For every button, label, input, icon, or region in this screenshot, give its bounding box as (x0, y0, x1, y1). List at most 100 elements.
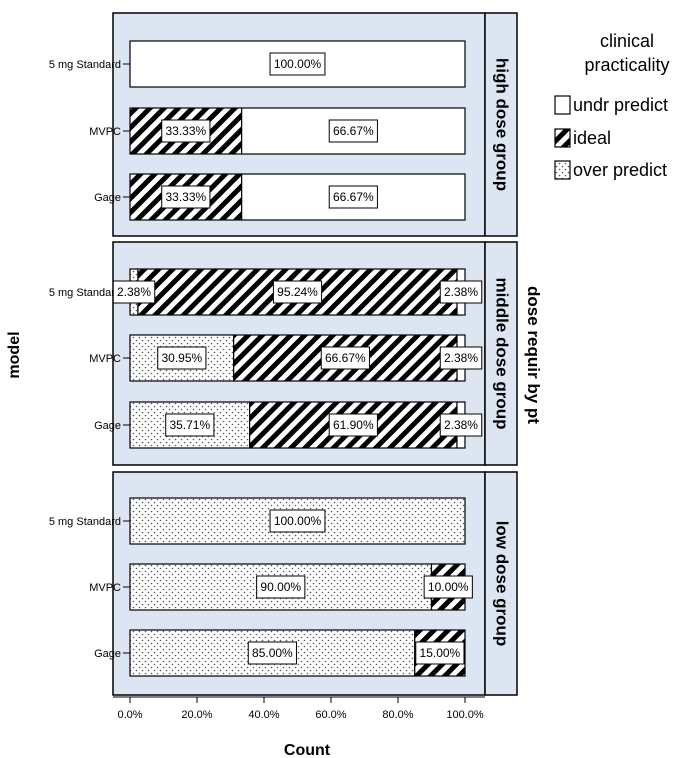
legend-title-line1: clinical (600, 31, 654, 51)
data-label-text: 66.67% (333, 190, 374, 204)
data-label-box (161, 119, 211, 143)
x-axis-title: Count (284, 742, 331, 758)
category-label: 5 mg Standard (49, 59, 121, 71)
legend-swatch (554, 95, 571, 115)
legend-title-line2: practicality (584, 55, 669, 75)
x-tick-label: 60.0% (315, 709, 346, 721)
data-label: 100.00% (269, 509, 326, 533)
category-label: Gage (94, 192, 121, 204)
data-label-text: 10.00% (428, 580, 469, 594)
data-label-box (157, 346, 207, 370)
data-label: 100.00% (269, 52, 326, 76)
x-tick-label: 0.0% (117, 709, 142, 721)
category-label: MVPC (89, 126, 121, 138)
panels-layer: high dose group 5 mg Standard 100.00% MVPC 3… (49, 12, 518, 696)
data-label-text: 2.38% (444, 285, 478, 299)
x-tick-label: 80.0% (382, 709, 413, 721)
facet-label: dose requir by pt (524, 286, 543, 424)
data-label-box (112, 280, 156, 304)
data-label: 2.38% (112, 280, 156, 304)
data-label-box (423, 575, 473, 599)
data-label: 35.71% (165, 413, 215, 437)
legend-label: undr predict (573, 95, 668, 115)
legend-item-over: over predict (554, 160, 667, 180)
data-label-box (439, 280, 483, 304)
data-label-text: 2.38% (117, 285, 151, 299)
data-label-box (269, 509, 326, 533)
category-label: 5 mg Standard (49, 287, 121, 299)
legend-label: over predict (573, 160, 667, 180)
data-label-text: 61.90% (333, 418, 374, 432)
x-tick-label: 20.0% (181, 709, 212, 721)
data-label-box (320, 346, 370, 370)
data-label: 90.00% (256, 575, 306, 599)
data-label-box (256, 575, 306, 599)
data-label-box (272, 280, 323, 304)
data-label-text: 90.00% (260, 580, 301, 594)
data-label: 15.00% (415, 641, 465, 665)
data-label-text: 2.38% (444, 418, 478, 432)
category-label: 5 mg Standard (49, 516, 121, 528)
data-label-text: 2.38% (444, 351, 478, 365)
y-axis-title: model (6, 331, 23, 378)
x-tick-label: 100.0% (446, 709, 484, 721)
panel-title: middle dose group (493, 277, 512, 429)
data-label-box (161, 185, 211, 209)
data-label: 2.38% (439, 346, 483, 370)
category-label: MVPC (89, 582, 121, 594)
data-label-text: 100.00% (274, 514, 322, 528)
data-label-text: 33.33% (165, 124, 206, 138)
data-label: 66.67% (328, 185, 378, 209)
data-label: 85.00% (247, 641, 297, 665)
data-label-box (328, 413, 378, 437)
legend-swatch (554, 160, 571, 180)
data-label-text: 15.00% (420, 646, 461, 660)
data-label-text: 95.24% (277, 285, 318, 299)
panel-3: low dose group 5 mg Standard 100.00% MVPC 90… (49, 471, 518, 696)
legend-label: ideal (573, 128, 611, 148)
data-label: 95.24% (272, 280, 323, 304)
panel-title: low dose group (493, 521, 512, 647)
bar-segment-ideal (249, 401, 458, 449)
data-label-text: 66.67% (325, 351, 366, 365)
data-label-text: 35.71% (169, 418, 210, 432)
x-tick-label: 40.0% (248, 709, 279, 721)
data-label-box (439, 346, 483, 370)
data-label: 33.33% (161, 119, 211, 143)
legend-swatch (554, 128, 571, 148)
panel-title-strip (484, 241, 518, 466)
data-label-box (269, 52, 326, 76)
category-label: MVPC (89, 353, 121, 365)
data-label-box (415, 641, 465, 665)
data-label: 66.67% (320, 346, 370, 370)
data-label: 66.67% (328, 119, 378, 143)
data-label-box (165, 413, 215, 437)
data-label-box (439, 413, 483, 437)
data-label: 33.33% (161, 185, 211, 209)
data-label: 61.90% (328, 413, 378, 437)
data-label-text: 100.00% (274, 57, 322, 71)
panel-title-strip (484, 471, 518, 696)
data-label-text: 33.33% (165, 190, 206, 204)
legend-item-under: undr predict (554, 95, 668, 115)
data-label: 2.38% (439, 280, 483, 304)
category-label: Gage (94, 420, 121, 432)
data-label-box (328, 119, 378, 143)
data-label-box (247, 641, 297, 665)
data-label: 10.00% (423, 575, 473, 599)
data-label: 2.38% (439, 413, 483, 437)
data-label-box (328, 185, 378, 209)
category-label: Gage (94, 648, 121, 660)
panel-1: high dose group 5 mg Standard 100.00% MVPC 3… (49, 12, 518, 237)
data-label-text: 85.00% (252, 646, 293, 660)
data-label-text: 30.95% (161, 351, 202, 365)
panel-title: high dose group (493, 58, 512, 191)
x-axis: 0.0% 20.0% 40.0% 60.0% 80.0% 100.0% (113, 696, 485, 721)
panel-title-strip (484, 12, 518, 237)
data-label-text: 66.67% (333, 124, 374, 138)
legend-item-ideal: ideal (554, 128, 611, 148)
data-label: 30.95% (157, 346, 207, 370)
legend: clinical practicality undr predict ideal ove… (554, 31, 670, 180)
